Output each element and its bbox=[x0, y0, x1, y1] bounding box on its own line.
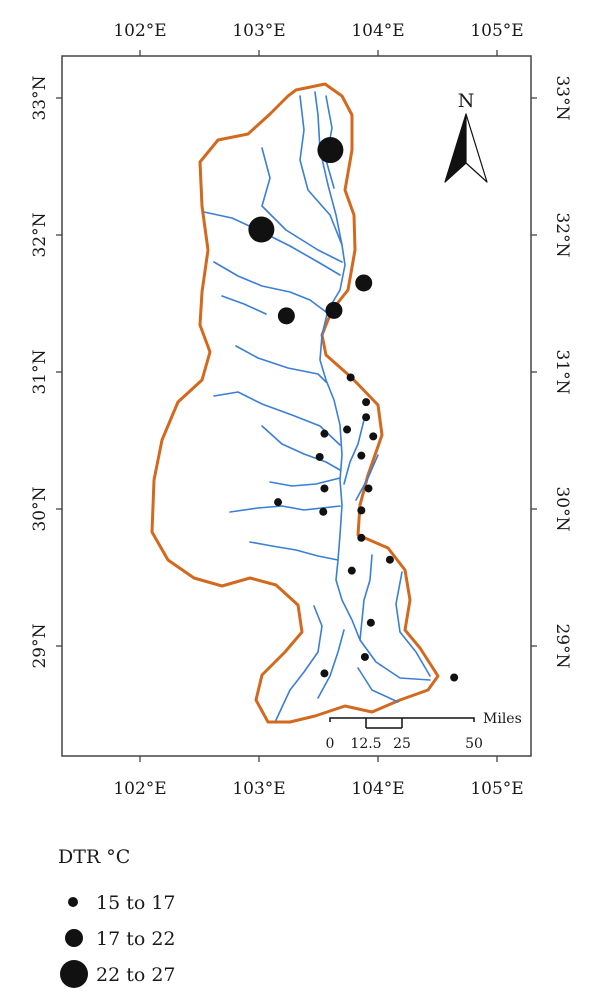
scale-bar-label: 25 bbox=[393, 736, 411, 752]
river-tributary bbox=[229, 505, 341, 513]
lat-label-left: 29°N bbox=[30, 623, 50, 668]
lat-label-left: 32°N bbox=[30, 212, 50, 257]
station-marker bbox=[450, 673, 459, 682]
station-marker bbox=[274, 498, 283, 507]
river-tributary bbox=[359, 554, 373, 641]
river-tributary bbox=[343, 419, 365, 485]
lon-label-top: 104°E bbox=[351, 21, 404, 41]
river-tributary bbox=[317, 629, 345, 699]
river-tributary bbox=[203, 211, 341, 276]
lon-label-bottom: 104°E bbox=[351, 779, 404, 799]
river-tributary bbox=[261, 425, 341, 471]
river-tributary bbox=[213, 261, 327, 313]
station-marker bbox=[366, 618, 375, 627]
station-marker bbox=[385, 555, 394, 564]
legend-dot-large bbox=[60, 960, 88, 988]
lat-label-right: 29°N bbox=[552, 623, 572, 668]
lon-label-bottom: 103°E bbox=[232, 779, 285, 799]
legend-dot-medium bbox=[65, 929, 83, 947]
station-marker bbox=[347, 566, 356, 575]
station-marker bbox=[320, 484, 329, 493]
legend-item-small: 15 to 17 bbox=[58, 888, 318, 918]
watershed-boundary bbox=[150, 82, 440, 724]
legend-item-large: 22 to 27 bbox=[58, 960, 318, 990]
river-tributary bbox=[269, 477, 341, 487]
station-marker bbox=[343, 425, 352, 434]
scale-bar-label: 12.5 bbox=[350, 736, 381, 752]
river-tributary bbox=[395, 571, 431, 677]
scale-bar-label: 50 bbox=[465, 736, 483, 752]
station-marker bbox=[357, 451, 366, 460]
legend: DTR °C 15 to 17 17 to 22 22 to 27 bbox=[58, 840, 358, 1000]
lon-label-top: 103°E bbox=[232, 21, 285, 41]
station-marker bbox=[362, 398, 371, 407]
lon-label-bottom: 102°E bbox=[113, 779, 166, 799]
river-tributary bbox=[357, 667, 399, 703]
lat-label-right: 30°N bbox=[552, 486, 572, 531]
river-tributary bbox=[275, 605, 323, 721]
legend-title: DTR °C bbox=[58, 846, 131, 868]
north-arrow-right-half bbox=[465, 113, 488, 183]
river-network bbox=[203, 91, 431, 721]
station-marker bbox=[355, 274, 373, 292]
legend-item-medium: 17 to 22 bbox=[58, 924, 318, 954]
lat-label-left: 33°N bbox=[30, 75, 50, 120]
station-marker bbox=[364, 484, 373, 493]
scale-bar-label: 0 bbox=[326, 736, 335, 752]
scale-bar-unit: Miles bbox=[483, 711, 522, 727]
scale-bar bbox=[329, 717, 475, 729]
lon-label-top: 105°E bbox=[470, 21, 523, 41]
river-tributary bbox=[299, 95, 343, 246]
river-tributary bbox=[355, 454, 379, 501]
legend-dot-small bbox=[68, 897, 78, 907]
legend-label: 22 to 27 bbox=[96, 964, 176, 986]
station-marker bbox=[369, 432, 378, 441]
station-marker bbox=[360, 652, 369, 661]
station-marker bbox=[362, 413, 371, 422]
station-marker bbox=[317, 137, 344, 164]
station-marker bbox=[346, 373, 355, 382]
lat-label-right: 33°N bbox=[552, 75, 572, 120]
lat-label-left: 31°N bbox=[30, 349, 50, 394]
map-ticks bbox=[56, 50, 537, 762]
min-river-main bbox=[314, 91, 431, 681]
river-tributary bbox=[213, 391, 341, 446]
river-tributary bbox=[261, 147, 343, 263]
north-arrow: N bbox=[444, 90, 488, 183]
legend-label: 15 to 17 bbox=[96, 892, 176, 914]
river-tributary bbox=[221, 295, 267, 315]
lat-label-left: 30°N bbox=[30, 486, 50, 531]
station-marker bbox=[320, 429, 329, 438]
coordinate-labels: 102°E 102°E 103°E 103°E 104°E 104°E 105°E 105°E… bbox=[30, 21, 572, 799]
lat-label-right: 31°N bbox=[552, 349, 572, 394]
map-frame bbox=[61, 55, 532, 757]
station-marker bbox=[320, 669, 329, 678]
station-marker bbox=[319, 507, 328, 516]
station-marker bbox=[277, 307, 295, 325]
station-markers bbox=[248, 137, 459, 682]
station-marker bbox=[315, 452, 324, 461]
north-arrow-left-half bbox=[444, 113, 467, 183]
river-tributary bbox=[235, 345, 327, 383]
north-arrow-label: N bbox=[458, 90, 475, 112]
lon-label-bottom: 105°E bbox=[470, 779, 523, 799]
station-marker bbox=[357, 506, 366, 515]
legend-label: 17 to 22 bbox=[96, 928, 176, 950]
lat-label-right: 32°N bbox=[552, 212, 572, 257]
river-tributary bbox=[249, 541, 339, 561]
station-marker bbox=[248, 216, 275, 243]
station-marker bbox=[357, 533, 366, 542]
station-marker bbox=[325, 301, 343, 319]
lon-label-top: 102°E bbox=[113, 21, 166, 41]
